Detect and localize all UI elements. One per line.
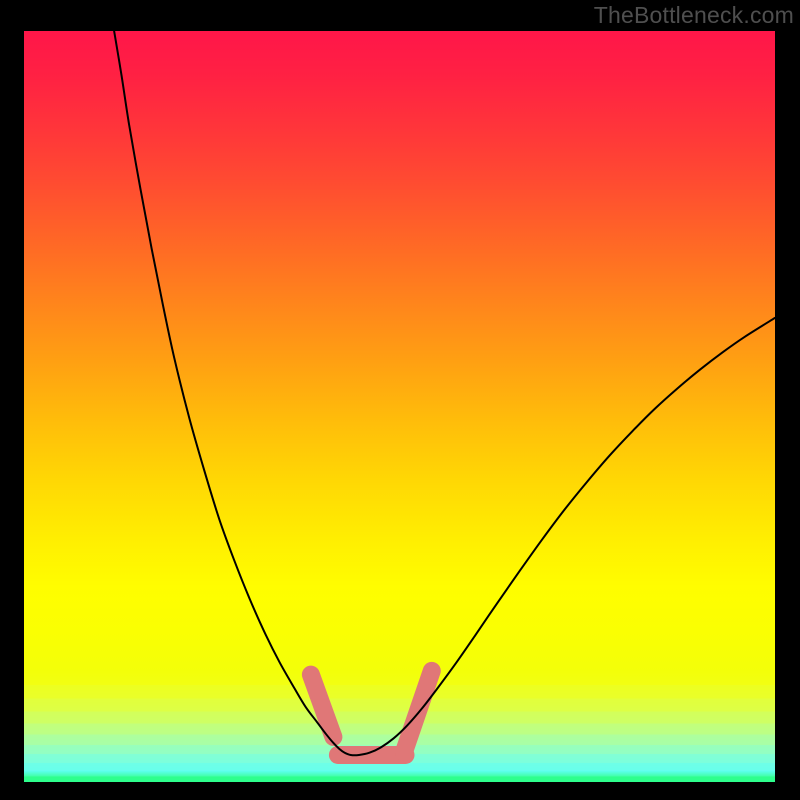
chart-plot-area (24, 31, 775, 782)
watermark-text: TheBottleneck.com (594, 2, 794, 29)
gradient-background (24, 31, 775, 782)
chart-svg (24, 31, 775, 782)
chart-frame (24, 31, 775, 782)
